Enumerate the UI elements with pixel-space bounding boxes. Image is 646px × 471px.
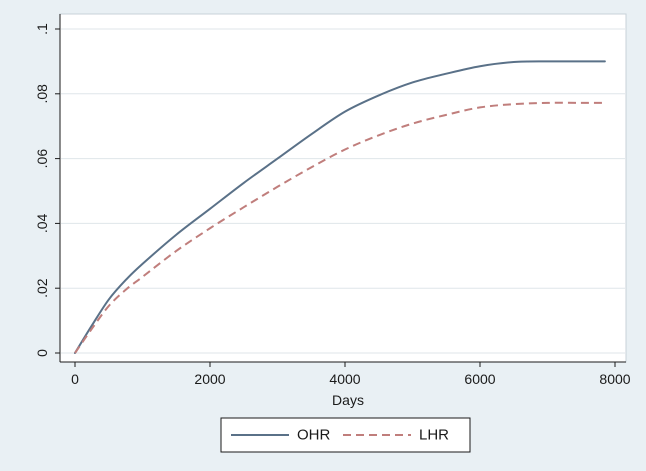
legend: OHR LHR (221, 418, 470, 452)
x-tick-label: 4000 (329, 371, 360, 387)
x-tick-label: 6000 (464, 371, 495, 387)
x-tick-label: 8000 (599, 371, 630, 387)
x-tick-label: 2000 (194, 371, 225, 387)
y-tick-label: .08 (34, 84, 50, 104)
plot-area (60, 14, 626, 362)
legend-label-lhr: LHR (419, 427, 449, 444)
y-tick-label: .02 (34, 278, 50, 298)
y-tick-label: .04 (34, 213, 50, 233)
y-tick-label: 0 (34, 349, 50, 357)
x-tick-label: 0 (71, 371, 79, 387)
legend-label-ohr: OHR (297, 427, 331, 444)
y-tick-label: .06 (34, 149, 50, 169)
y-tick-label: .1 (34, 23, 50, 35)
x-axis-label: Days (332, 392, 364, 408)
